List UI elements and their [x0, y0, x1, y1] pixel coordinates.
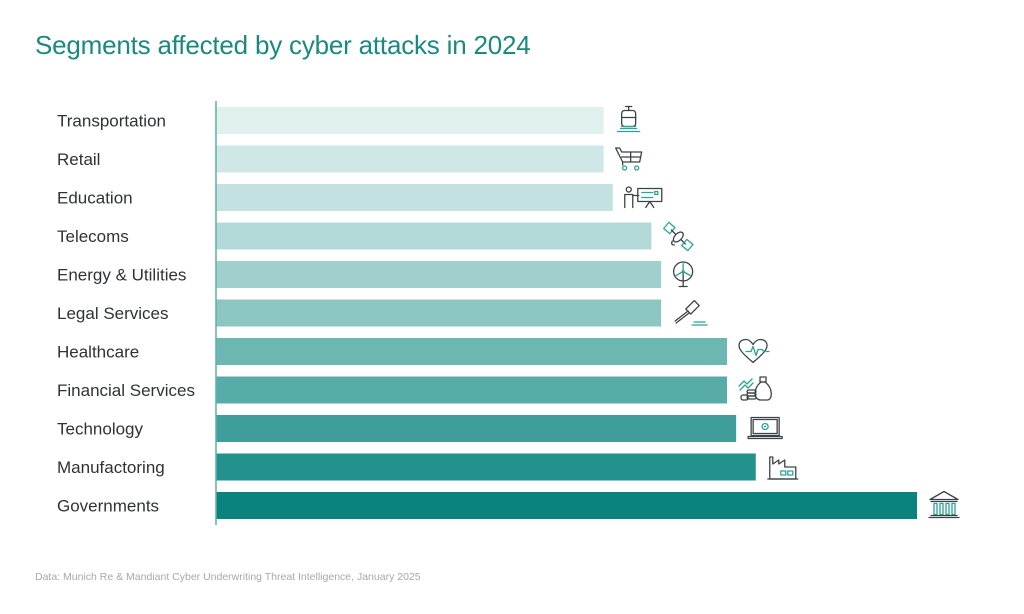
wind-turbine-icon: [672, 261, 694, 288]
chart-title: Segments affected by cyber attacks in 20…: [35, 30, 531, 60]
satellite-icon: [663, 221, 694, 252]
bar-financial-services: [216, 376, 728, 404]
bar-healthcare: [216, 338, 728, 365]
bar-energy-utilities: [216, 261, 662, 288]
bar-transportation: [216, 107, 604, 134]
bar-governments: [216, 492, 917, 519]
category-label: Healthcare: [57, 343, 139, 362]
gavel-icon: [674, 299, 708, 326]
category-label: Technology: [57, 420, 144, 439]
category-label: Financial Services: [57, 381, 195, 400]
category-label: Manufactoring: [57, 458, 165, 477]
category-label: Telecoms: [57, 227, 129, 246]
category-label: Legal Services: [57, 304, 169, 323]
category-label: Education: [57, 189, 133, 208]
category-label: Transportation: [57, 112, 166, 131]
bar-manufactoring: [216, 453, 756, 481]
category-label: Energy & Utilities: [57, 266, 186, 285]
category-icons: [615, 105, 960, 519]
bar-education: [216, 184, 613, 211]
heart-pulse-icon: [738, 338, 770, 364]
teacher-presentation-icon: [624, 186, 663, 209]
shopping-cart-icon: [615, 147, 643, 171]
government-building-icon: [928, 490, 960, 519]
bar-technology: [216, 415, 737, 442]
category-label: Governments: [57, 497, 159, 516]
train-icon: [617, 105, 641, 133]
bar-telecoms: [216, 222, 652, 250]
category-label: Retail: [57, 150, 100, 169]
laptop-gear-icon: [747, 416, 783, 440]
money-growth-icon: [738, 376, 772, 401]
bar-retail: [216, 145, 604, 173]
category-labels: Transportation Retail Education Telecoms Ene…: [57, 112, 195, 516]
bar-legal-services: [216, 299, 662, 327]
source-note: Data: Munich Re & Mandiant Cyber Underwr…: [35, 571, 421, 583]
factory-icon: [767, 456, 799, 480]
bars: [216, 107, 917, 519]
